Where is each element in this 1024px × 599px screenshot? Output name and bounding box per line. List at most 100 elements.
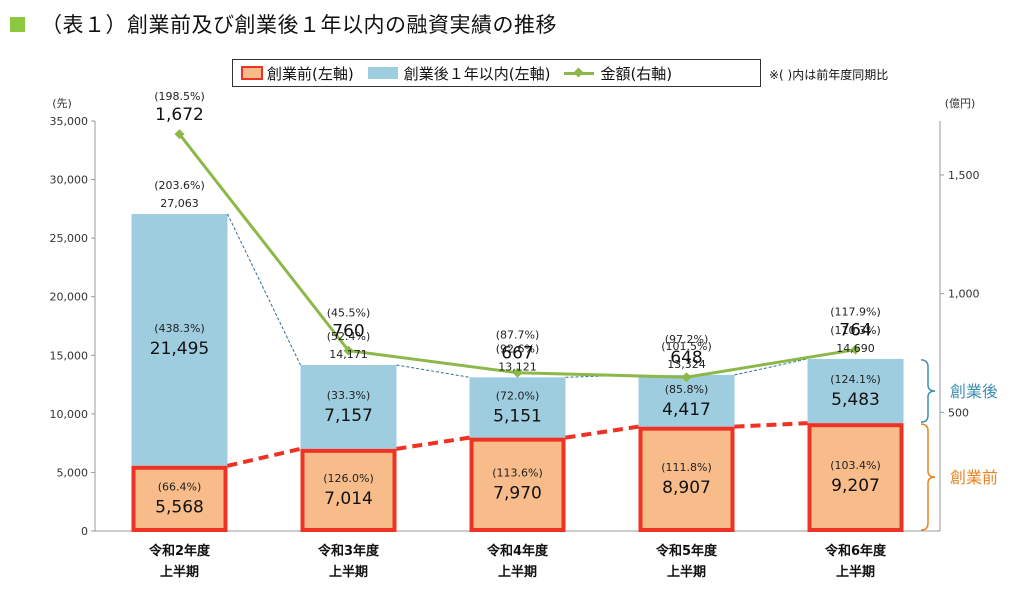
amount-value-label: 764: [839, 321, 871, 341]
category-label-sub: 上半期: [160, 564, 199, 580]
legend-label-after: 創業後１年以内(左軸): [403, 64, 551, 83]
amount-point: [512, 367, 523, 378]
chart-legend: 創業前(左軸) 創業後１年以内(左軸) 金額(右軸): [232, 59, 761, 87]
amount-value-label: 648: [670, 348, 702, 368]
amount-value-label: 760: [332, 322, 364, 342]
left-axis-tick-label: 35,000: [50, 115, 89, 128]
after-bracket-icon: [920, 359, 936, 423]
before-value-label: 8,907: [662, 478, 711, 498]
category-label-sub: 上半期: [667, 564, 706, 580]
after-pct-label: (438.3%): [154, 322, 205, 335]
connector-before: [227, 446, 301, 468]
after-value-label: 4,417: [662, 400, 711, 420]
bar-after: [469, 377, 566, 438]
left-axis-tick-label: 5,000: [57, 466, 89, 479]
right-axis-tick-label: 1,000: [948, 288, 980, 301]
total-value-label: 14,690: [836, 342, 875, 355]
legend-swatch-before-icon: [241, 66, 263, 80]
amount-point: [681, 372, 692, 383]
right-axis-tick-label: 500: [948, 406, 969, 419]
bar-before: [131, 465, 228, 533]
total-value-label: 13,324: [667, 358, 706, 371]
before-pct-label: (66.4%): [158, 480, 202, 493]
left-axis-tick-label: 20,000: [50, 291, 89, 304]
category-label: 令和5年度: [656, 543, 718, 559]
amount-value-label: 667: [501, 344, 533, 364]
before-value-label: 9,207: [831, 476, 880, 496]
connector-after: [396, 364, 470, 378]
after-value-label: 5,483: [831, 390, 880, 410]
total-pct-label: (203.6%): [154, 179, 205, 192]
page-title: （表１）創業前及び創業後１年以内の融資実績の推移: [41, 13, 557, 37]
total-pct-label: (52.4%): [327, 330, 371, 343]
left-axis-unit: (先): [52, 97, 72, 110]
category-label-sub: 上半期: [329, 564, 368, 580]
before-value-label: 5,568: [155, 497, 204, 517]
legend-item-amount: 金額(右軸): [564, 63, 672, 84]
total-pct-label: (110.3%): [830, 324, 881, 337]
left-axis-tick-label: 0: [81, 525, 88, 538]
after-value-label: 21,495: [150, 339, 209, 359]
before-value-label: 7,014: [324, 489, 373, 509]
right-axis-unit: (億円): [945, 97, 976, 110]
amount-value-label: 1,672: [155, 105, 204, 125]
bar-before: [300, 448, 397, 532]
connector-before: [734, 421, 808, 429]
left-axis-tick-label: 10,000: [50, 408, 89, 421]
before-pct-label: (103.4%): [830, 459, 881, 472]
total-value-label: 27,063: [160, 197, 199, 210]
legend-item-before: 創業前(左軸): [241, 63, 354, 84]
legend-label-amount: 金額(右軸): [600, 64, 673, 83]
left-axis-tick-label: 25,000: [50, 232, 89, 245]
amount-pct-label: (97.2%): [665, 333, 709, 346]
category-label-sub: 上半期: [836, 564, 875, 580]
after-value-label: 5,151: [493, 406, 542, 426]
amount-point: [343, 345, 354, 356]
left-axis-tick-label: 15,000: [50, 349, 89, 362]
total-value-label: 14,171: [329, 348, 368, 361]
connector-after: [227, 213, 301, 366]
legend-note: ※( )内は前年度同期比: [769, 68, 889, 82]
amount-point: [174, 129, 185, 140]
title-bar: （表１）創業前及び創業後１年以内の融資実績の推移: [10, 6, 557, 42]
bar-before: [807, 423, 904, 533]
category-label: 令和6年度: [825, 543, 887, 559]
bar-after: [638, 374, 735, 427]
right-axis-tick-label: 1,500: [948, 169, 980, 182]
bar-before: [469, 437, 566, 532]
before-value-label: 7,970: [493, 483, 542, 503]
before-pct-label: (111.8%): [661, 461, 712, 474]
amount-pct-label: (117.9%): [830, 306, 881, 319]
total-pct-label: (92.6%): [496, 342, 540, 355]
category-label: 令和2年度: [149, 543, 211, 559]
amount-pct-label: (45.5%): [327, 307, 371, 320]
legend-label-before: 創業前(左軸): [267, 64, 354, 83]
connector-before: [396, 435, 470, 451]
after-pct-label: (85.8%): [665, 383, 709, 396]
total-pct-label: (101.5%): [661, 340, 712, 353]
bar-before: [638, 426, 735, 532]
amount-pct-label: (87.7%): [496, 329, 540, 342]
left-axis-tick-label: 30,000: [50, 174, 89, 187]
category-label: 令和4年度: [487, 543, 549, 559]
bar-after: [807, 358, 904, 424]
after-bracket-label: 創業後: [950, 382, 998, 401]
before-bracket-icon: [920, 423, 936, 531]
after-pct-label: (72.0%): [496, 389, 540, 402]
legend-item-after: 創業後１年以内(左軸): [367, 63, 551, 84]
total-value-label: 13,121: [498, 360, 537, 373]
amount-pct-label: (198.5%): [154, 90, 205, 103]
after-value-label: 7,157: [324, 406, 373, 426]
connector-before: [565, 424, 639, 440]
bar-after: [300, 364, 397, 449]
category-label: 令和3年度: [318, 543, 380, 559]
category-label-sub: 上半期: [498, 564, 537, 580]
after-pct-label: (124.1%): [830, 373, 881, 386]
amount-point: [850, 344, 861, 355]
after-pct-label: (33.3%): [327, 389, 371, 402]
before-pct-label: (113.6%): [492, 466, 543, 479]
title-square-icon: [10, 16, 25, 32]
legend-swatch-after-icon: [367, 67, 398, 79]
bar-after: [131, 213, 228, 466]
